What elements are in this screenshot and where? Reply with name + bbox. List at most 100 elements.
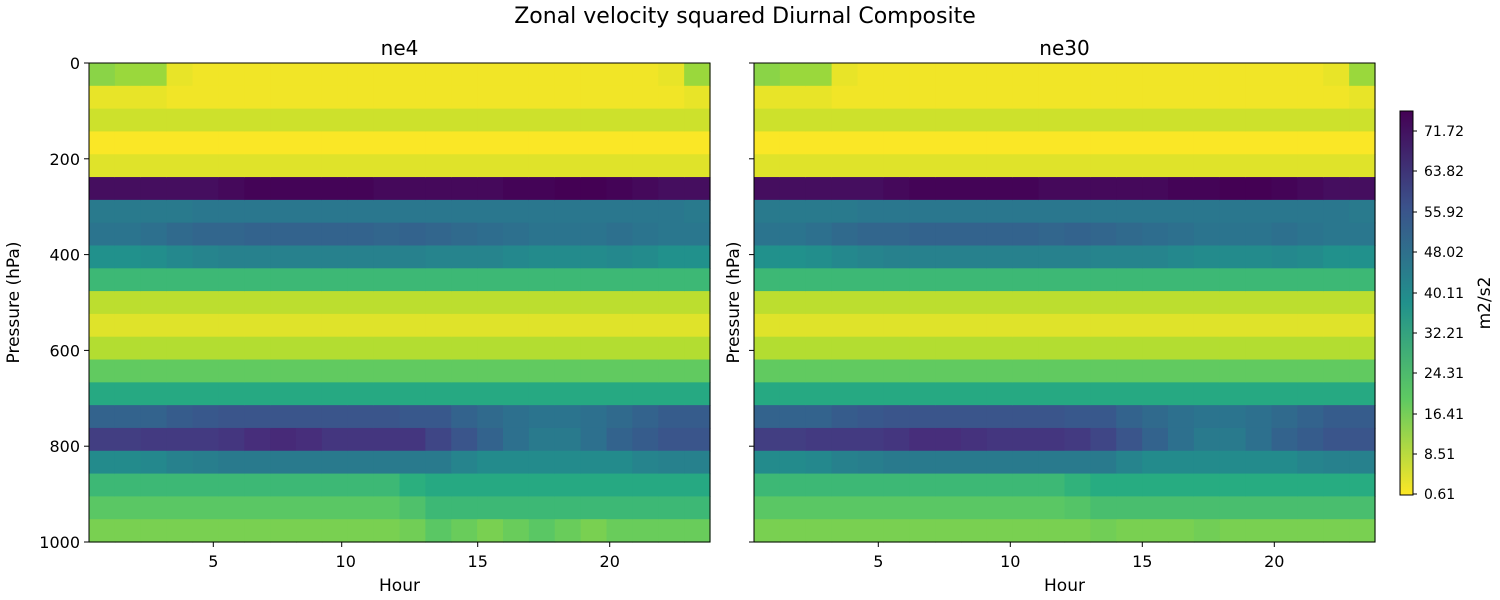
heatmap-cell — [1168, 177, 1195, 201]
heatmap-cell — [528, 382, 556, 406]
heatmap-cell — [1193, 473, 1221, 497]
heatmap-cell — [857, 450, 884, 475]
heatmap-cell — [580, 427, 608, 452]
heatmap-cell — [399, 473, 426, 497]
heatmap-cell — [1323, 427, 1350, 452]
heatmap-cell — [580, 382, 608, 406]
heatmap-cell — [399, 359, 426, 383]
heatmap-cell — [580, 154, 608, 178]
heatmap-cell — [779, 154, 807, 178]
heatmap-cell — [554, 496, 582, 520]
heatmap-cell — [166, 268, 194, 292]
heatmap-cell — [321, 131, 349, 155]
heatmap-cell — [218, 336, 245, 361]
heatmap-cell — [554, 359, 582, 383]
y-tick-label: 600 — [49, 341, 80, 360]
heatmap-cell — [140, 85, 168, 110]
heatmap-cell — [1012, 496, 1040, 520]
heatmap-cell — [321, 199, 349, 224]
heatmap-cell — [451, 473, 478, 497]
heatmap-cell — [1349, 177, 1376, 201]
heatmap-cell — [1219, 131, 1247, 155]
heatmap-cell — [1116, 519, 1143, 543]
heatmap-cell — [632, 405, 659, 429]
heatmap-cell — [1168, 222, 1195, 247]
heatmap-cell — [1271, 382, 1298, 406]
heatmap-cell — [503, 427, 530, 452]
heatmap-cell — [166, 359, 194, 383]
heatmap-cell — [961, 382, 988, 406]
heatmap-cell — [1116, 450, 1143, 475]
heatmap-cell — [986, 405, 1014, 429]
heatmap-cell — [606, 63, 633, 87]
heatmap-cell — [321, 450, 349, 475]
heatmap-cell — [1193, 268, 1221, 292]
heatmap-cell — [218, 85, 245, 110]
heatmap-cell — [321, 496, 349, 520]
heatmap-cell — [296, 450, 323, 475]
heatmap-cell — [296, 427, 323, 452]
heatmap-cell — [606, 336, 633, 361]
heatmap-cell — [89, 222, 116, 247]
heatmap-cell — [1116, 85, 1143, 110]
heatmap-cell — [244, 313, 271, 338]
heatmap-cell — [140, 313, 168, 338]
heatmap-cell — [399, 245, 426, 269]
heatmap-cell — [1219, 496, 1247, 520]
heatmap-cell — [373, 336, 401, 361]
heatmap-cell — [244, 473, 271, 497]
heatmap-cell — [1193, 154, 1221, 178]
heatmap-cell — [1349, 85, 1376, 110]
heatmap-cell — [883, 427, 910, 452]
heatmap-cell — [935, 473, 962, 497]
heatmap-cell — [857, 63, 884, 87]
heatmap-cell — [684, 199, 711, 224]
heatmap-cell — [857, 268, 884, 292]
heatmap-cell — [831, 245, 859, 269]
heatmap-cell — [684, 154, 711, 178]
heatmap-cell — [554, 473, 582, 497]
x-tick-label: 20 — [1264, 552, 1284, 571]
heatmap-cell — [347, 291, 375, 315]
heatmap-cell — [658, 359, 685, 383]
heatmap-cell — [1116, 405, 1143, 429]
heatmap-cell — [528, 336, 556, 361]
heatmap-cell — [754, 496, 781, 520]
heatmap-cell — [1038, 450, 1066, 475]
heatmap-cell — [1323, 313, 1350, 338]
heatmap-cell — [321, 519, 349, 543]
heatmap-cell — [425, 222, 452, 247]
heatmap-cell — [1168, 336, 1195, 361]
heatmap-cell — [1090, 291, 1117, 315]
heatmap-cell — [477, 519, 504, 543]
heatmap-cell — [1012, 427, 1040, 452]
heatmap-cell — [1012, 359, 1040, 383]
heatmap-cell — [1349, 405, 1376, 429]
heatmap-cell — [503, 519, 530, 543]
heatmap-cell — [857, 199, 884, 224]
heatmap-cell — [192, 382, 219, 406]
heatmap-cell — [580, 336, 608, 361]
heatmap-cell — [166, 177, 194, 201]
plot-frame-ne30 — [753, 62, 1376, 543]
heatmap-cell — [805, 382, 833, 406]
heatmap-cell — [961, 245, 988, 269]
heatmap-cell — [1012, 313, 1040, 338]
heatmap-cell — [89, 131, 116, 155]
heatmap-cell — [399, 108, 426, 133]
heatmap-cell — [1012, 85, 1040, 110]
heatmap-cell — [935, 382, 962, 406]
heatmap-cell — [986, 268, 1014, 292]
heatmap-cell — [218, 222, 245, 247]
heatmap-cell — [218, 427, 245, 452]
heatmap-cell — [425, 473, 452, 497]
heatmap-cell — [244, 177, 271, 201]
heatmap-cell — [1064, 336, 1091, 361]
heatmap-cell — [89, 496, 116, 520]
colorbar-tick-label: 55.92 — [1424, 205, 1464, 221]
heatmap-cell — [658, 108, 685, 133]
heatmap-cell — [805, 268, 833, 292]
heatmap-cell — [140, 268, 168, 292]
heatmap-cell — [425, 519, 452, 543]
heatmap-cell — [114, 199, 142, 224]
